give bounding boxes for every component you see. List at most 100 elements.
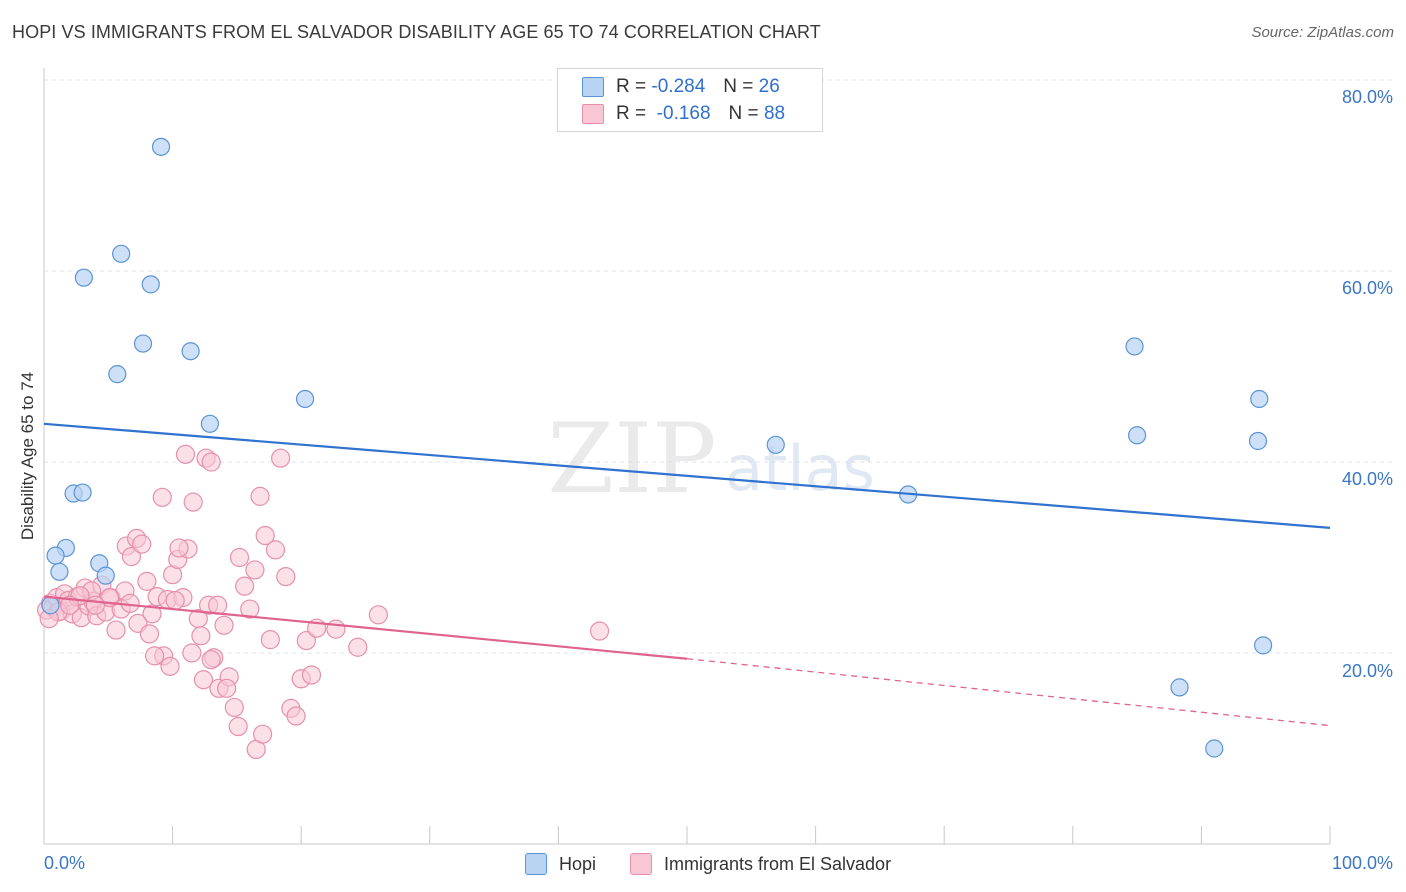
salvador-point — [201, 650, 221, 670]
watermark-atlas: atlas — [725, 432, 875, 505]
salvador-r-label: R = — [616, 103, 647, 124]
bottom-hopi-label: Hopi — [559, 853, 597, 874]
axes — [43, 68, 1331, 845]
hopi-point — [181, 342, 200, 361]
salvador-series — [36, 444, 610, 760]
hopi-point — [96, 566, 115, 585]
salvador-n-value: 88 — [763, 103, 786, 124]
salvador-point — [137, 571, 157, 591]
hopi-point — [766, 435, 785, 454]
watermark-zip: ZIP — [547, 403, 716, 515]
salvador-point — [589, 621, 610, 641]
salvador-point — [193, 670, 214, 690]
hopi-point — [295, 389, 315, 409]
salvador-point — [217, 678, 237, 698]
salvador-point — [348, 637, 368, 657]
hopi-trend-line — [43, 422, 1331, 529]
bottom-legend-hopi: Hopi — [525, 852, 596, 876]
bottom-hopi-swatch — [525, 853, 547, 875]
salvador-point — [142, 604, 162, 624]
salvador-trend-line — [43, 595, 688, 660]
salvador-n-label: N = — [728, 103, 759, 124]
salvador-trend-extension — [686, 658, 1331, 727]
hopi-point — [133, 334, 153, 353]
salvador-point — [235, 576, 255, 596]
salvador-point — [214, 615, 234, 635]
salvador-point — [368, 605, 388, 625]
salvador-point — [139, 624, 160, 644]
hopi-n-label: N = — [723, 76, 754, 97]
salvador-point — [271, 448, 291, 468]
salvador-point — [160, 656, 180, 676]
salvador-point — [265, 540, 286, 560]
salvador-point — [182, 643, 202, 663]
salvador-point — [296, 630, 316, 651]
hopi-point — [1254, 636, 1273, 655]
hopi-point — [1127, 426, 1147, 445]
salvador-point — [144, 646, 165, 666]
salvador-point — [326, 619, 346, 639]
salvador-point — [165, 590, 185, 611]
chart-title: HOPI VS IMMIGRANTS FROM EL SALVADOR DISA… — [12, 22, 821, 42]
watermark: ZIP atlas — [547, 403, 875, 515]
x-tick-label-1: 100.0% — [1332, 853, 1393, 873]
hopi-point — [151, 137, 171, 156]
salvador-point — [191, 626, 211, 646]
bottom-salvador-swatch — [630, 853, 652, 875]
hopi-swatch — [582, 77, 604, 97]
y-tick-label-20: 20.0% — [1342, 661, 1393, 681]
hopi-r-label: R = — [616, 76, 647, 97]
legend: R = -0.284 N = 26 R = -0.168 N = 88 — [557, 68, 823, 132]
salvador-point — [208, 595, 228, 615]
salvador-point — [183, 492, 203, 512]
salvador-point — [229, 547, 250, 568]
bottom-legend-salvador: Immigrants from El Salvador — [630, 852, 891, 876]
salvador-point — [228, 716, 248, 737]
salvador-point — [169, 538, 189, 558]
y-tick-label-60: 60.0% — [1342, 278, 1393, 298]
hopi-point — [41, 596, 60, 615]
salvador-point — [85, 595, 106, 615]
legend-row-hopi: R = -0.284 N = 26 — [582, 75, 780, 99]
salvador-point — [152, 487, 172, 507]
legend-row-salvador: R = -0.168 N = 88 — [582, 102, 785, 126]
hopi-point — [141, 275, 160, 294]
salvador-point — [121, 546, 142, 567]
hopi-n-value: 26 — [758, 76, 780, 97]
hopi-point — [1205, 739, 1224, 758]
salvador-point — [106, 620, 126, 640]
hopi-point — [108, 365, 127, 384]
bottom-salvador-label: Immigrants from El Salvador — [664, 853, 892, 874]
salvador-r-value: -0.168 — [656, 103, 711, 124]
hopi-point — [73, 483, 92, 502]
salvador-swatch — [582, 104, 604, 124]
salvador-point — [286, 706, 306, 726]
salvador-point — [260, 630, 280, 650]
hopi-point — [46, 546, 65, 565]
hopi-point — [1250, 389, 1269, 409]
hopi-point — [200, 414, 219, 433]
y-tick-label-40: 40.0% — [1342, 469, 1393, 489]
trend-lines — [43, 422, 1331, 727]
salvador-point — [255, 525, 275, 546]
salvador-point — [175, 444, 196, 464]
y-axis-label: Disability Age 65 to 74 — [18, 371, 37, 541]
hopi-point — [1170, 678, 1189, 697]
salvador-point — [132, 534, 152, 554]
hopi-r-value: -0.284 — [651, 76, 706, 97]
salvador-point — [301, 665, 322, 685]
hopi-point — [74, 268, 93, 287]
source-label: Source: ZipAtlas.com — [1251, 24, 1394, 41]
salvador-point — [224, 697, 244, 718]
tick-labels: 0.0% 100.0% 20.0% 40.0% 60.0% 80.0% — [44, 87, 1393, 873]
hopi-point — [1125, 337, 1144, 356]
salvador-point — [245, 560, 265, 580]
hopi-point — [50, 562, 69, 581]
x-tick-label-0: 0.0% — [44, 853, 85, 873]
salvador-point — [253, 724, 273, 744]
salvador-point — [60, 595, 80, 615]
salvador-point — [276, 566, 296, 587]
salvador-point — [201, 452, 221, 472]
y-tick-label-80: 80.0% — [1342, 87, 1393, 107]
